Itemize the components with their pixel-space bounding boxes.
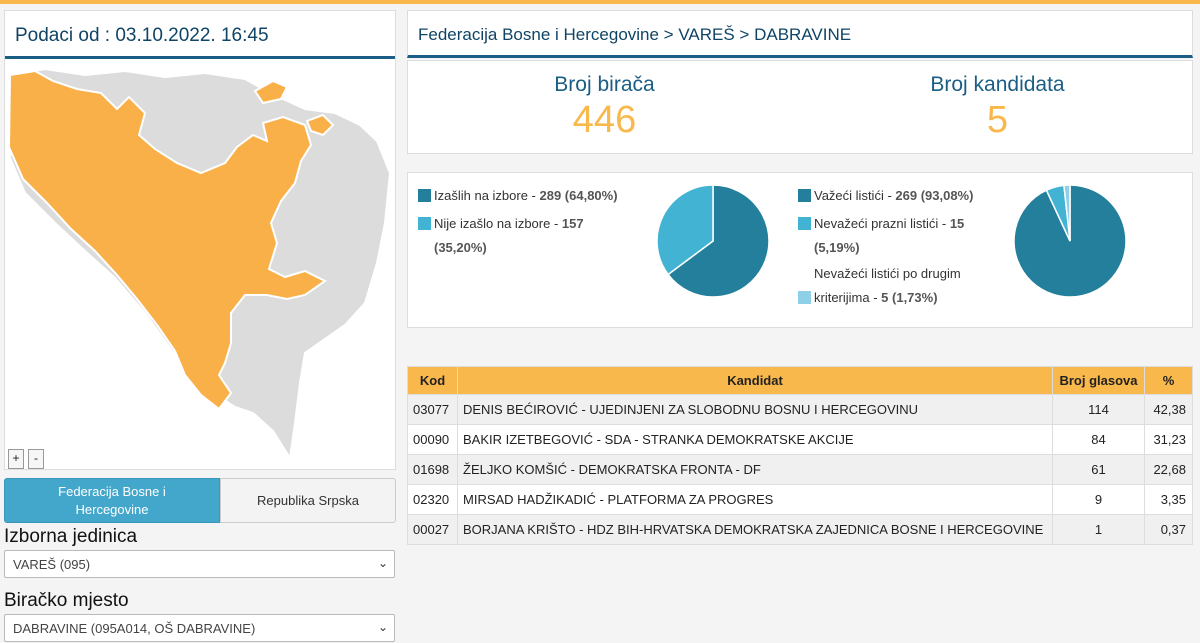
legend-blank: Nevažeći prazni listići - 15 bbox=[798, 211, 964, 237]
legend-valid-label: Važeći listići - bbox=[814, 188, 896, 203]
cell-votes: 61 bbox=[1052, 454, 1145, 485]
legend-voted-label: Izašlih na izbore - bbox=[434, 188, 540, 203]
col-votes[interactable]: Broj glasova bbox=[1052, 366, 1145, 395]
cell-candidate: MIRSAD HADŽIKADIĆ - PLATFORMA ZA PROGRES bbox=[457, 484, 1053, 515]
ballots-pie-chart bbox=[1013, 184, 1127, 298]
candidates-label: Broj kandidata bbox=[930, 73, 1065, 96]
cell-pct: 22,68 bbox=[1144, 454, 1193, 485]
map-region-fbih-northeast[interactable] bbox=[305, 113, 335, 137]
legend-valid-value: 269 (93,08%) bbox=[895, 188, 974, 203]
cell-pct: 42,38 bbox=[1144, 394, 1193, 425]
table-row[interactable]: 00090 BAKIR IZETBEGOVIĆ - SDA - STRANKA … bbox=[407, 424, 1193, 455]
results-table: Kod Kandidat Broj glasova % 03077 DENIS … bbox=[407, 366, 1193, 545]
legend-not-voted-label: Nije izašlo na izbore - bbox=[434, 216, 562, 231]
cell-candidate: DENIS BEĆIROVIĆ - UJEDINJENI ZA SLOBODNU… bbox=[457, 394, 1053, 425]
legend-not-voted: Nije izašlo na izbore - 157 bbox=[418, 211, 584, 237]
map-area[interactable]: + - bbox=[5, 63, 395, 469]
table-row[interactable]: 00027 BORJANA KRIŠTO - HDZ BIH-HRVATSKA … bbox=[407, 514, 1193, 545]
bih-map[interactable] bbox=[5, 63, 395, 469]
chevron-down-icon: ⌄ bbox=[377, 556, 388, 570]
legend-valid: Važeći listići - 269 (93,08%) bbox=[798, 183, 973, 209]
zoom-in-button[interactable]: + bbox=[8, 449, 24, 469]
cell-pct: 3,35 bbox=[1144, 484, 1193, 515]
cell-code: 01698 bbox=[407, 454, 458, 485]
table-row[interactable]: 01698 ŽELJKO KOMŠIĆ - DEMOKRATSKA FRONTA… bbox=[407, 454, 1193, 485]
pie-slice-voted bbox=[667, 184, 770, 298]
electoral-unit-select[interactable]: VAREŠ (095) ⌄ bbox=[4, 550, 395, 578]
map-panel: Podaci od : 03.10.2022. 16:45 + - bbox=[4, 10, 396, 470]
legend-swatch bbox=[798, 291, 811, 304]
top-accent-line bbox=[0, 0, 1200, 4]
map-region-fbih-north[interactable] bbox=[253, 79, 289, 105]
legend-swatch bbox=[798, 217, 811, 230]
col-candidate[interactable]: Kandidat bbox=[457, 366, 1053, 395]
cell-candidate: ŽELJKO KOMŠIĆ - DEMOKRATSKA FRONTA - DF bbox=[457, 454, 1053, 485]
legend-voted-value: 289 (64,80%) bbox=[539, 188, 618, 203]
legend-not-voted-pct: (35,20%) bbox=[434, 235, 487, 261]
cell-code: 00090 bbox=[407, 424, 458, 455]
legend-other-2: kriterijima - 5 (1,73%) bbox=[798, 285, 938, 311]
legend-swatch bbox=[798, 189, 811, 202]
cell-code: 03077 bbox=[407, 394, 458, 425]
legend-swatch bbox=[418, 217, 431, 230]
turnout-pie-chart bbox=[656, 184, 770, 298]
candidates-value: 5 bbox=[986, 99, 1009, 141]
tab-federacija[interactable]: Federacija Bosne i Hercegovine bbox=[4, 478, 220, 523]
cell-pct: 0,37 bbox=[1144, 514, 1193, 545]
legend-blank-pct: (5,19%) bbox=[814, 235, 860, 261]
tab-republika-srpska[interactable]: Republika Srpska bbox=[220, 478, 396, 523]
cell-votes: 84 bbox=[1052, 424, 1145, 455]
breadcrumb: Federacija Bosne i Hercegovine > VAREŠ >… bbox=[407, 10, 1193, 58]
electoral-unit-value: VAREŠ (095) bbox=[13, 557, 91, 572]
legend-other-label-1: Nevažeći listići po drugim bbox=[814, 266, 961, 281]
zoom-out-button[interactable]: - bbox=[28, 449, 44, 469]
cell-pct: 31,23 bbox=[1144, 424, 1193, 455]
legend-not-voted-pct-value: (35,20%) bbox=[434, 240, 487, 255]
cell-votes: 9 bbox=[1052, 484, 1145, 515]
electoral-unit-label: Izborna jedinica bbox=[4, 526, 138, 547]
data-timestamp: Podaci od : 03.10.2022. 16:45 bbox=[15, 25, 269, 46]
col-pct[interactable]: % bbox=[1144, 366, 1193, 395]
legend-not-voted-value: 157 bbox=[561, 216, 584, 231]
legend-blank-pct-value: (5,19%) bbox=[814, 240, 860, 255]
pie-slice-other bbox=[1063, 184, 1071, 242]
candidates-stat: Broj kandidata 5 bbox=[801, 61, 1194, 142]
polling-station-value: DABRAVINE (095A014, OŠ DABRAVINE) bbox=[13, 621, 256, 636]
cell-candidate: BAKIR IZETBEGOVIĆ - SDA - STRANKA DEMOKR… bbox=[457, 424, 1053, 455]
breadcrumb-text: Federacija Bosne i Hercegovine > VAREŠ >… bbox=[418, 25, 852, 44]
cell-code: 00027 bbox=[407, 514, 458, 545]
voters-value: 446 bbox=[572, 99, 637, 141]
entity-tabs: Federacija Bosne i Hercegovine Republika… bbox=[4, 478, 396, 523]
legend-other-label-2: kriterijima - bbox=[814, 290, 882, 305]
legend-swatch bbox=[418, 189, 431, 202]
col-code[interactable]: Kod bbox=[407, 366, 458, 395]
chevron-down-icon: ⌄ bbox=[377, 620, 388, 634]
voters-label: Broj birača bbox=[554, 73, 655, 96]
legend-other-value: 5 (1,73%) bbox=[881, 290, 938, 305]
pie-slice-not-voted bbox=[656, 184, 714, 276]
table-row[interactable]: 02320 MIRSAD HADŽIKADIĆ - PLATFORMA ZA P… bbox=[407, 484, 1193, 515]
legend-blank-value: 15 bbox=[949, 216, 965, 231]
cell-candidate: BORJANA KRIŠTO - HDZ BIH-HRVATSKA DEMOKR… bbox=[457, 514, 1053, 545]
table-row[interactable]: 03077 DENIS BEĆIROVIĆ - UJEDINJENI ZA SL… bbox=[407, 394, 1193, 425]
cell-votes: 114 bbox=[1052, 394, 1145, 425]
voters-stat: Broj birača 446 bbox=[408, 61, 801, 142]
cell-code: 02320 bbox=[407, 484, 458, 515]
cell-votes: 1 bbox=[1052, 514, 1145, 545]
polling-station-select[interactable]: DABRAVINE (095A014, OŠ DABRAVINE) ⌄ bbox=[4, 614, 395, 642]
charts-panel: Izašlih na izbore - 289 (64,80%) Nije iz… bbox=[407, 172, 1193, 328]
data-timestamp-header: Podaci od : 03.10.2022. 16:45 bbox=[5, 11, 395, 59]
legend-voted: Izašlih na izbore - 289 (64,80%) bbox=[418, 183, 618, 209]
stats-panel: Broj birača 446 Broj kandidata 5 bbox=[407, 60, 1193, 154]
legend-other: Nevažeći listići po drugim bbox=[798, 261, 961, 287]
legend-blank-label: Nevažeći prazni listići - bbox=[814, 216, 950, 231]
map-region-fbih[interactable] bbox=[7, 69, 327, 411]
polling-station-label: Biračko mjesto bbox=[4, 590, 129, 611]
table-header-row: Kod Kandidat Broj glasova % bbox=[407, 366, 1193, 395]
